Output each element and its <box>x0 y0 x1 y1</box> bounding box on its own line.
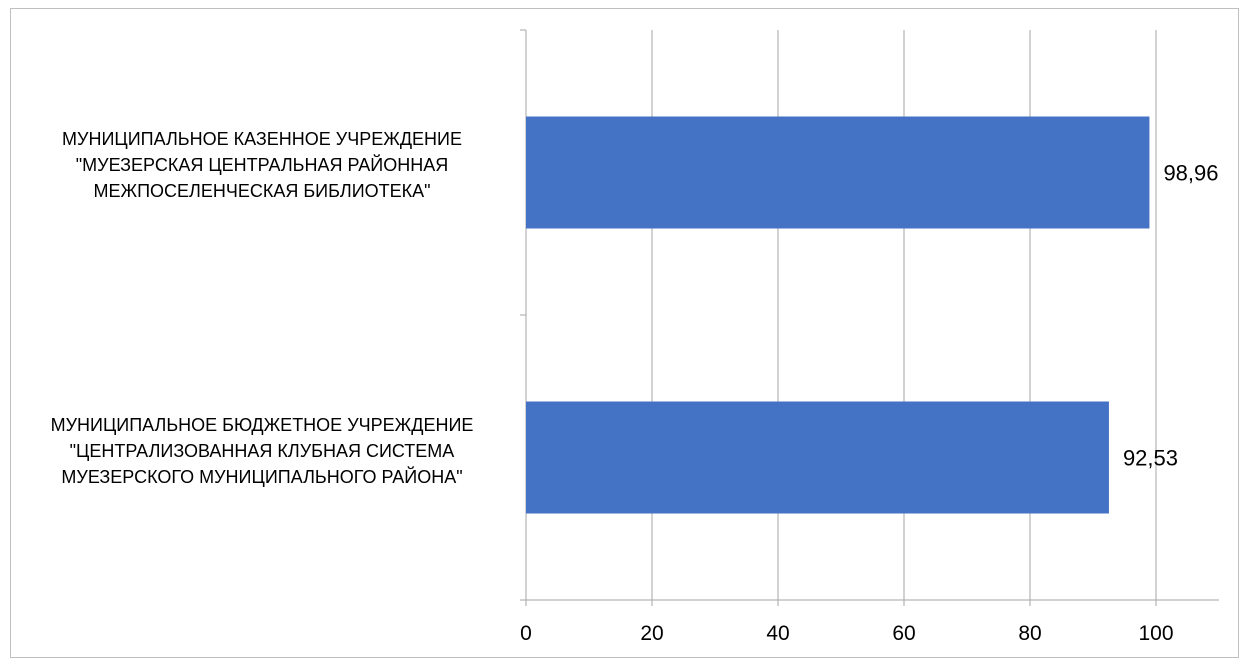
bar <box>526 401 1109 514</box>
category-label: МУНИЦИПАЛЬНОЕ КАЗЕННОЕ УЧРЕЖДЕНИЕ "МУЕЗЕ… <box>22 126 502 204</box>
category-label-line: "МУЕЗЕРСКАЯ ЦЕНТРАЛЬНАЯ РАЙОННАЯ <box>75 155 449 175</box>
category-label-line: МУНИЦИПАЛЬНОЕ КАЗЕННОЕ УЧРЕЖДЕНИЕ <box>62 129 462 149</box>
data-label: 98,96 <box>1163 161 1218 186</box>
x-tick-label: 80 <box>1018 622 1041 645</box>
x-tick-label: 100 <box>1138 622 1173 645</box>
x-tick-label: 60 <box>892 622 915 645</box>
bar <box>526 116 1150 229</box>
category-label-line: "ЦЕНТРАЛИЗОВАННАЯ КЛУБНАЯ СИСТЕМА <box>69 441 455 461</box>
x-tick-label: 40 <box>766 622 789 645</box>
category-label-line: МУЕЗЕРСКОГО МУНИЦИПАЛЬНОГО РАЙОНА" <box>61 467 463 487</box>
x-tick-label: 20 <box>640 622 663 645</box>
x-tick-label: 0 <box>520 622 532 645</box>
data-label: 92,53 <box>1123 446 1178 471</box>
category-label: МУНИЦИПАЛЬНОЕ БЮДЖЕТНОЕ УЧРЕЖДЕНИЕ "ЦЕНТ… <box>22 412 502 490</box>
category-label-line: МЕЖПОСЕЛЕНЧЕСКАЯ БИБЛИОТЕКА" <box>93 181 431 201</box>
category-label-line: МУНИЦИПАЛЬНОЕ БЮДЖЕТНОЕ УЧРЕЖДЕНИЕ <box>50 415 474 435</box>
